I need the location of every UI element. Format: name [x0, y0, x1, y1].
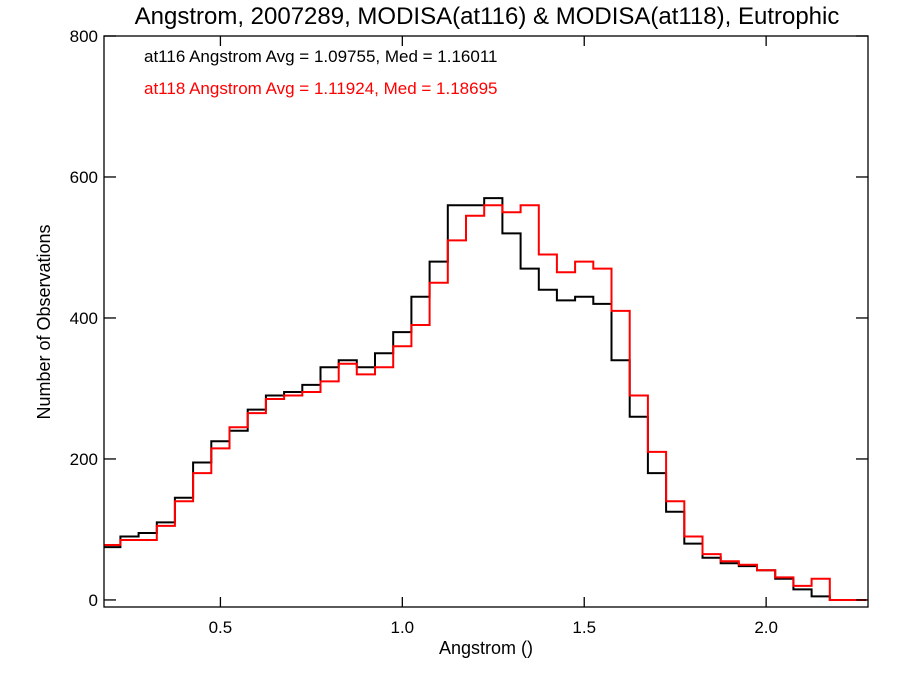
y-tick-label-200: 200	[70, 450, 98, 469]
y-axis-label: Number of Observations	[34, 224, 54, 419]
y-tick-label-0: 0	[89, 591, 98, 610]
x-tick-label-1.0: 1.0	[391, 618, 415, 637]
chart-title: Angstrom, 2007289, MODISA(at116) & MODIS…	[135, 3, 840, 30]
y-tick-label-800: 800	[70, 27, 98, 46]
x-tick-label-2.0: 2.0	[754, 618, 778, 637]
plot-frame	[103, 35, 869, 608]
x-tick-label-1.5: 1.5	[572, 618, 596, 637]
x-tick-label-0.5: 0.5	[209, 618, 233, 637]
legend-entry-at118: at118 Angstrom Avg = 1.11924, Med = 1.18…	[144, 79, 498, 98]
series-line-at116	[104, 197, 867, 601]
y-tick-label-400: 400	[70, 309, 98, 328]
y-axis-ticks: 0 200 400 600 800	[70, 27, 868, 610]
x-axis-label: Angstrom ()	[439, 638, 533, 658]
x-axis-ticks: 0.5 1.0 1.5 2.0	[209, 36, 778, 637]
y-tick-label-600: 600	[70, 168, 98, 187]
series-layer	[104, 197, 867, 601]
series-line-at118	[104, 204, 867, 601]
legend-entry-at116: at116 Angstrom Avg = 1.09755, Med = 1.16…	[144, 47, 498, 66]
